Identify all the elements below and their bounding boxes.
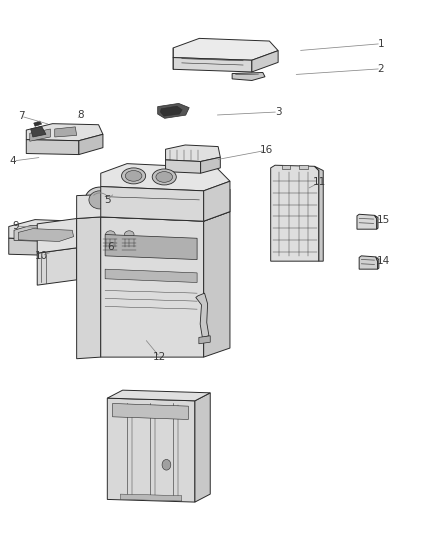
Polygon shape [173, 58, 252, 72]
Polygon shape [232, 72, 265, 80]
Text: 10: 10 [35, 251, 48, 261]
Polygon shape [26, 124, 103, 141]
Polygon shape [102, 235, 118, 247]
Polygon shape [105, 235, 197, 260]
Text: 5: 5 [104, 195, 111, 205]
Polygon shape [199, 336, 210, 344]
Ellipse shape [85, 187, 115, 213]
Polygon shape [79, 134, 103, 155]
Polygon shape [195, 393, 210, 502]
Polygon shape [166, 145, 220, 161]
Polygon shape [107, 390, 210, 401]
Polygon shape [357, 214, 377, 229]
Polygon shape [101, 187, 204, 221]
Polygon shape [314, 166, 323, 261]
Text: 3: 3 [275, 107, 282, 117]
Polygon shape [26, 140, 79, 155]
Text: 11: 11 [313, 177, 326, 187]
Polygon shape [121, 235, 137, 247]
Polygon shape [9, 238, 68, 256]
Ellipse shape [102, 229, 118, 240]
Text: 14: 14 [377, 256, 390, 266]
Polygon shape [359, 256, 378, 269]
Text: 2: 2 [378, 64, 385, 74]
Polygon shape [34, 121, 42, 126]
Text: 1: 1 [378, 39, 385, 49]
Polygon shape [252, 51, 278, 72]
Text: 12: 12 [153, 352, 166, 362]
Text: 4: 4 [10, 156, 17, 166]
Ellipse shape [152, 169, 176, 185]
Polygon shape [9, 220, 94, 240]
Polygon shape [173, 38, 278, 60]
Ellipse shape [121, 168, 145, 184]
Polygon shape [158, 103, 189, 118]
Polygon shape [271, 165, 319, 261]
Polygon shape [37, 219, 77, 253]
Polygon shape [160, 106, 182, 116]
Polygon shape [55, 127, 77, 137]
Polygon shape [101, 217, 204, 357]
Polygon shape [204, 212, 230, 357]
Text: 15: 15 [377, 215, 390, 224]
Polygon shape [101, 164, 230, 191]
Text: 8: 8 [77, 110, 84, 119]
Polygon shape [204, 181, 230, 221]
Text: 9: 9 [12, 221, 19, 231]
Polygon shape [282, 165, 290, 169]
Polygon shape [201, 157, 220, 173]
Polygon shape [374, 215, 378, 229]
Polygon shape [14, 225, 79, 242]
Text: 7: 7 [18, 111, 25, 121]
Text: 16: 16 [260, 146, 273, 155]
Polygon shape [31, 126, 46, 137]
Ellipse shape [89, 191, 111, 209]
Polygon shape [37, 248, 77, 285]
Polygon shape [107, 398, 195, 502]
Polygon shape [18, 229, 74, 241]
Ellipse shape [124, 231, 134, 238]
Polygon shape [299, 165, 308, 169]
Circle shape [162, 459, 171, 470]
Polygon shape [77, 217, 101, 359]
Polygon shape [77, 189, 230, 221]
Polygon shape [196, 293, 209, 337]
Polygon shape [105, 269, 197, 282]
Polygon shape [166, 160, 201, 173]
Text: 6: 6 [107, 242, 114, 252]
Polygon shape [30, 129, 50, 141]
Polygon shape [85, 200, 115, 206]
Polygon shape [120, 494, 182, 501]
Polygon shape [68, 232, 94, 256]
Polygon shape [113, 403, 188, 419]
Polygon shape [376, 257, 379, 269]
Ellipse shape [121, 229, 137, 240]
Ellipse shape [156, 172, 173, 182]
Ellipse shape [125, 171, 142, 181]
Ellipse shape [106, 231, 115, 238]
